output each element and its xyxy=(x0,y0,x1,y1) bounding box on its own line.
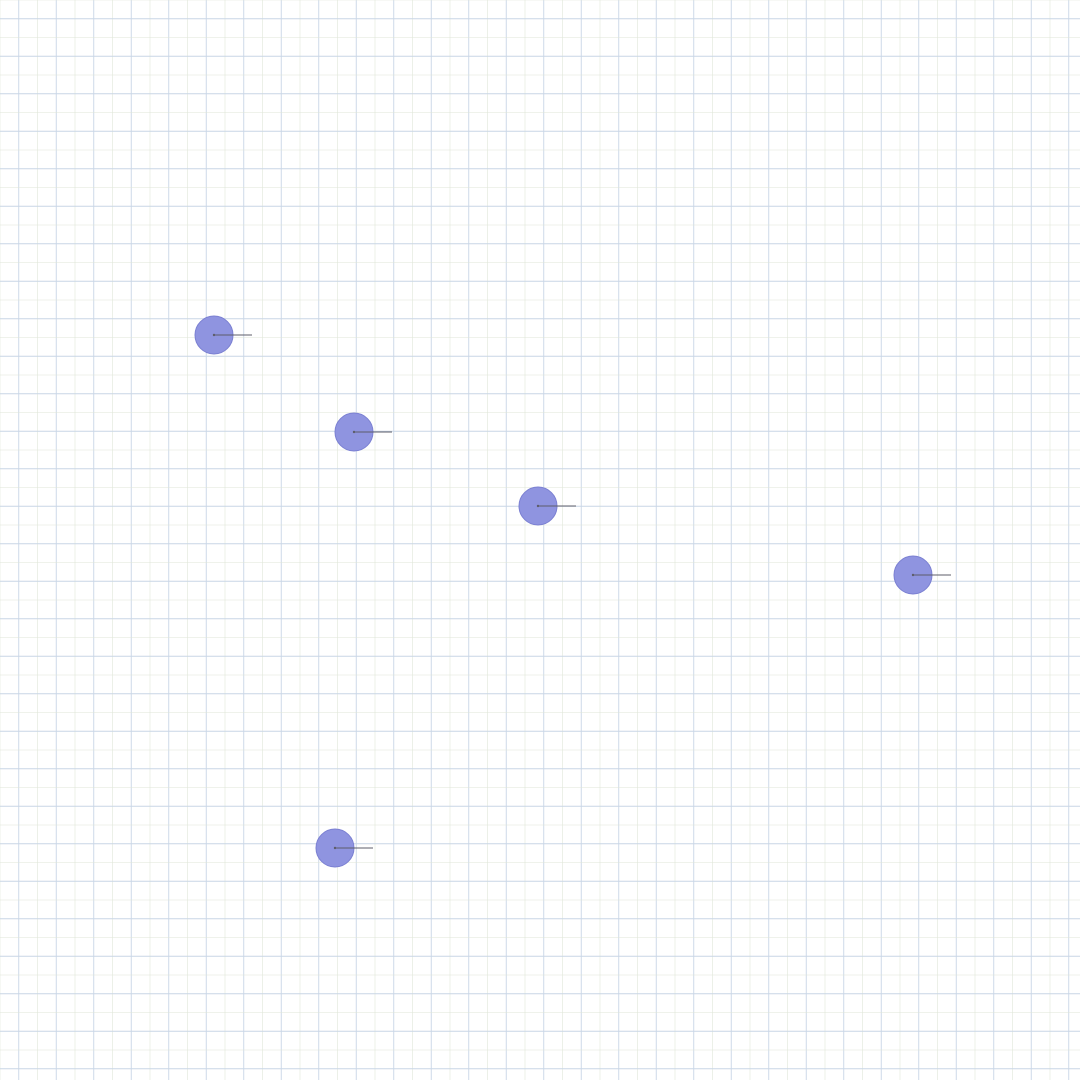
agent-center-dot xyxy=(352,430,356,434)
agent-center-dot xyxy=(911,573,915,577)
agent-center-dot xyxy=(333,846,337,850)
agent[interactable] xyxy=(518,486,576,526)
agent[interactable] xyxy=(194,315,252,355)
agent[interactable] xyxy=(334,412,392,452)
agent[interactable] xyxy=(893,555,951,595)
agents-layer xyxy=(194,315,951,868)
agent[interactable] xyxy=(315,828,373,868)
agent-center-dot xyxy=(536,504,540,508)
agent-center-dot xyxy=(212,333,216,337)
